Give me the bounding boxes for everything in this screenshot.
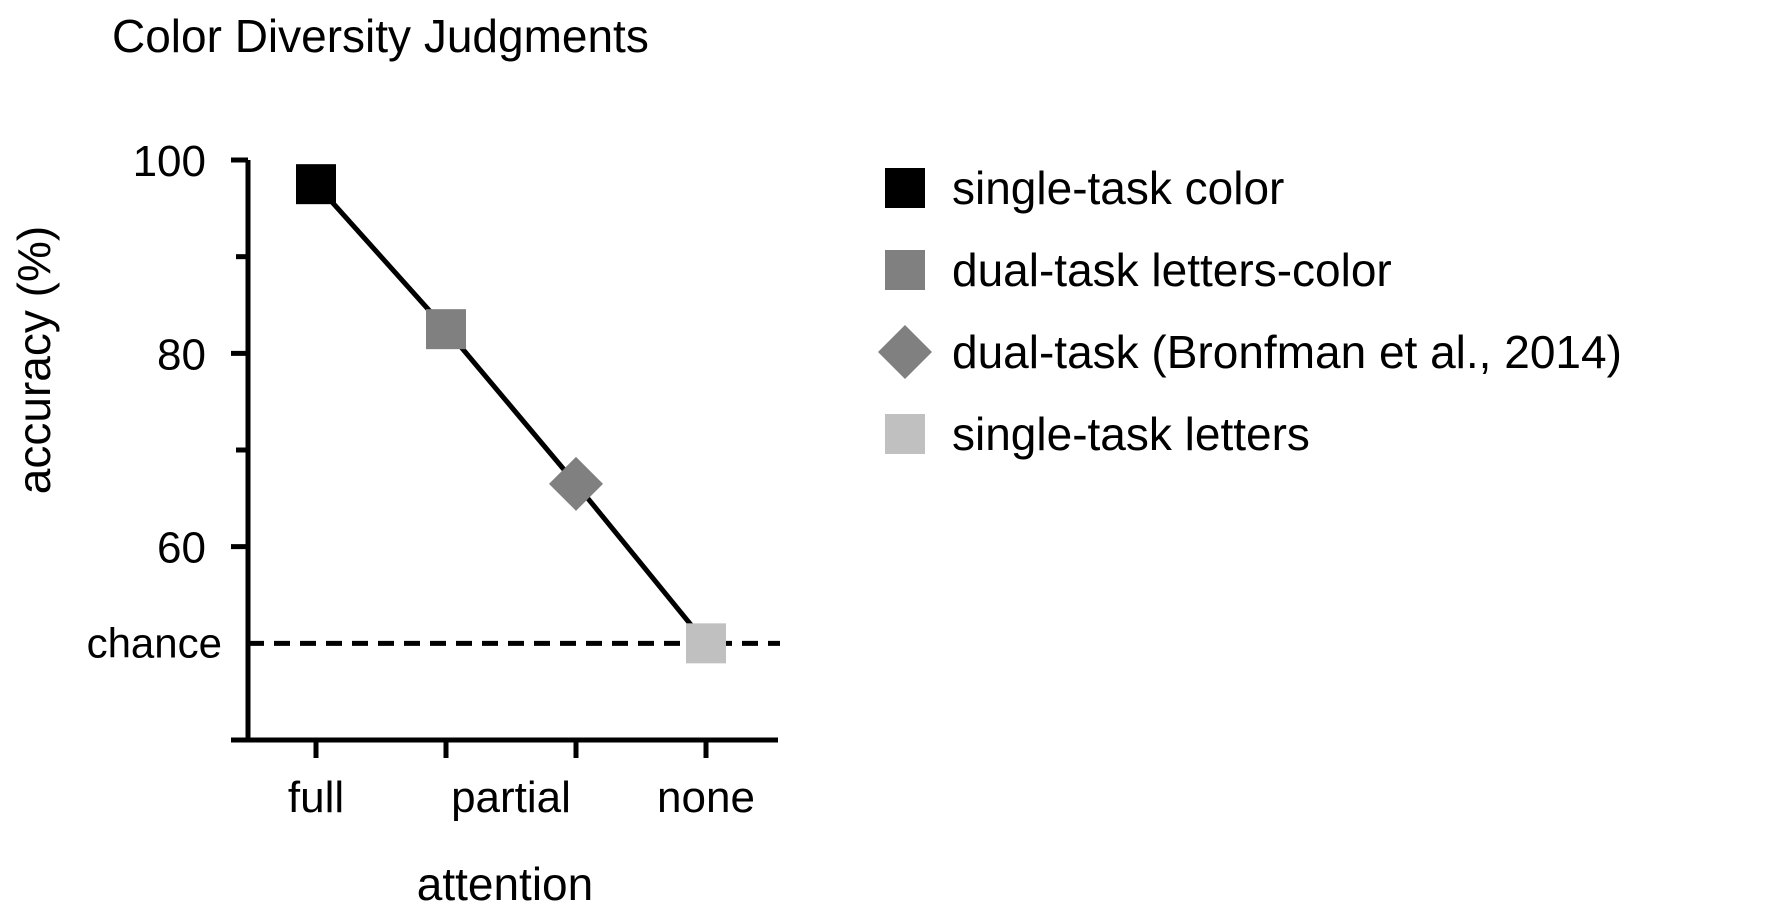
legend-label: single-task letters <box>952 408 1310 460</box>
ticks: 60 80 100 full partial none <box>133 137 755 822</box>
series-line <box>314 182 708 645</box>
y-tick-label: 60 <box>157 524 206 573</box>
legend-label: dual-task letters-color <box>952 244 1392 296</box>
data-markers <box>296 164 726 664</box>
chance-line-group: chance <box>87 619 780 666</box>
y-tick-label: 80 <box>157 330 206 379</box>
legend-marker-square <box>885 168 925 208</box>
chance-label: chance <box>87 619 222 666</box>
y-axis-label: accuracy (%) <box>8 226 60 494</box>
legend-marker-square <box>885 250 925 290</box>
x-axis-label: attention <box>417 858 593 910</box>
legend-marker-square <box>885 414 925 454</box>
legend-label: single-task color <box>952 162 1284 214</box>
x-tick-label: none <box>657 773 755 822</box>
legend-marker-diamond <box>878 325 932 379</box>
x-tick-label: full <box>288 773 344 822</box>
data-point-square <box>686 623 726 664</box>
legend: single-task color dual-task letters-color… <box>878 162 1622 460</box>
data-point-diamond <box>549 456 603 511</box>
legend-label: dual-task (Bronfman et al., 2014) <box>952 326 1622 378</box>
y-tick-label: 100 <box>133 137 206 186</box>
data-point-square <box>426 309 466 350</box>
data-point-square <box>296 164 336 205</box>
x-tick-label: partial <box>451 773 571 822</box>
chart-title: Color Diversity Judgments <box>112 10 649 62</box>
